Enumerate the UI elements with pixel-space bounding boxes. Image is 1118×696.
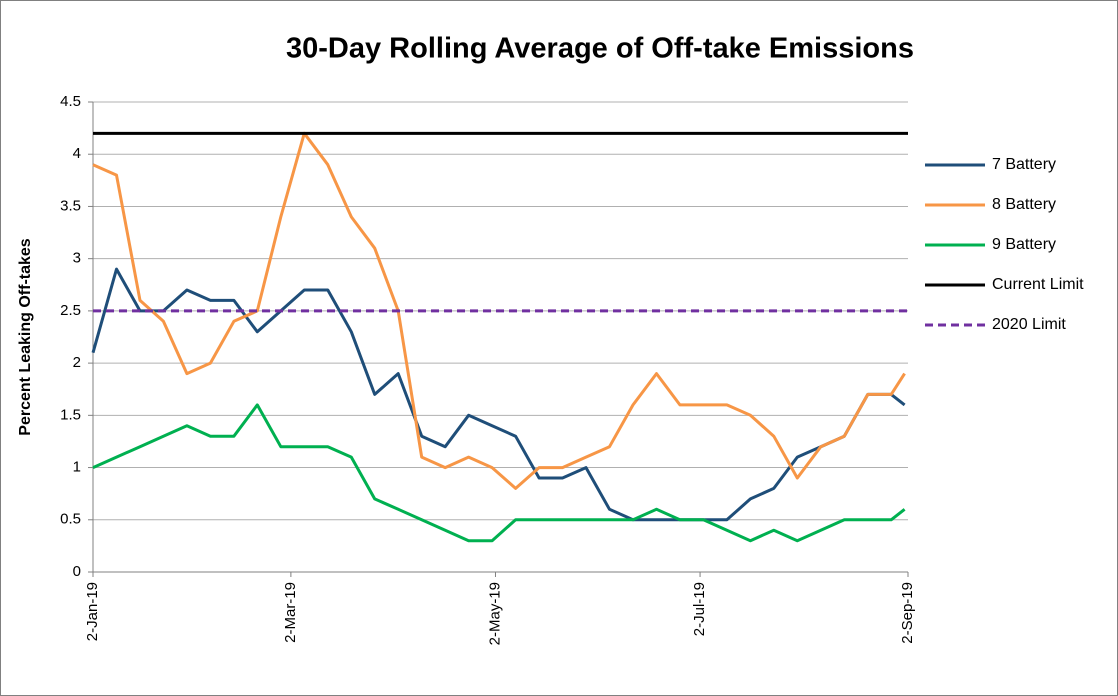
y-tick-label: 2.5 [60, 302, 81, 319]
legend-label: 8 Battery [992, 196, 1056, 213]
x-tick-label: 2-Jan-19 [84, 582, 101, 641]
y-tick-label: 0 [73, 563, 81, 580]
series-line [91, 267, 906, 522]
y-tick-label: 0.5 [60, 511, 81, 528]
y-tick-label: 4.5 [60, 93, 81, 110]
x-tick-label: 2-Jul-19 [691, 582, 708, 636]
y-tick-label: 1 [73, 459, 81, 476]
legend-label: Current Limit [992, 276, 1084, 293]
y-axis-label: Percent Leaking Off-takes [17, 238, 34, 436]
series-line [92, 403, 906, 543]
x-tick-label: 2-May-19 [486, 582, 503, 645]
chart-title: 30-Day Rolling Average of Off-take Emiss… [286, 33, 914, 65]
series-line [92, 131, 906, 490]
y-tick-label: 4 [73, 145, 81, 162]
x-tick-label: 2-Mar-19 [282, 582, 299, 643]
legend-label: 2020 Limit [992, 316, 1066, 333]
y-tick-label: 1.5 [60, 406, 81, 423]
legend-label: 7 Battery [992, 156, 1056, 173]
legend-label: 9 Battery [992, 236, 1056, 253]
y-tick-label: 3.5 [60, 197, 81, 214]
x-tick-label: 2-Sep-19 [899, 582, 916, 644]
y-tick-label: 3 [73, 250, 81, 267]
y-tick-label: 2 [73, 354, 81, 371]
